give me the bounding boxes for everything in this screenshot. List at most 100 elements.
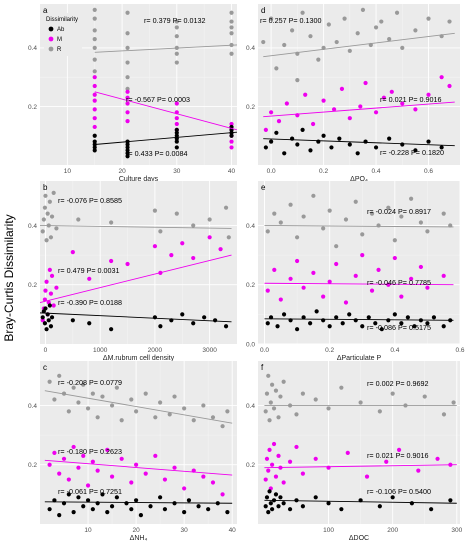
data-point-Ab [321, 133, 326, 138]
data-point-R [92, 28, 97, 33]
data-point-Ab [265, 321, 270, 326]
data-point-Ab [329, 145, 334, 150]
data-point-R [125, 86, 130, 91]
data-point-Ab [81, 504, 86, 509]
data-point-Ab [431, 315, 437, 320]
data-point-R [342, 16, 347, 21]
data-point-R [343, 217, 349, 222]
data-point-M [435, 456, 440, 461]
legend-swatch-Ab [48, 26, 54, 32]
data-point-Ab [174, 130, 179, 135]
data-point-R [174, 25, 179, 30]
stat-label-R: r= 0.257 P= 0.1300 [260, 16, 322, 25]
x-tick-label: 30 [181, 527, 189, 534]
x-tick-label: 100 [323, 527, 334, 534]
x-axis-title: ΔM.rubrum cell density [103, 355, 175, 362]
data-point-M [218, 247, 223, 252]
data-point-Ab [373, 145, 379, 150]
data-point-M [300, 471, 305, 476]
data-point-R [125, 45, 130, 51]
data-point-Ab [223, 324, 229, 329]
data-point-M [129, 480, 134, 485]
x-tick-label: 3000 [202, 347, 217, 354]
data-point-R [49, 214, 55, 219]
data-point-Ab [92, 148, 97, 153]
data-point-Ab [125, 154, 130, 159]
data-point-R [210, 415, 216, 420]
data-point-R [334, 244, 339, 249]
data-point-R [276, 415, 281, 420]
data-point-Ab [313, 495, 318, 500]
data-point-M [392, 255, 397, 261]
data-point-R [109, 220, 114, 225]
data-point-R [358, 400, 363, 405]
data-point-R [267, 418, 272, 423]
data-point-Ab [308, 148, 313, 153]
data-point-Ab [439, 145, 444, 150]
data-point-R [269, 16, 274, 21]
data-point-M [353, 273, 358, 278]
data-point-M [281, 480, 286, 485]
data-point-Ab [314, 309, 319, 314]
data-point-M [386, 282, 391, 287]
data-point-Ab [400, 142, 405, 147]
data-point-Ab [125, 148, 130, 153]
data-point-Ab [405, 315, 410, 320]
data-point-R [174, 211, 179, 216]
data-point-Ab [363, 139, 368, 144]
series-R [47, 373, 230, 429]
data-point-R [266, 373, 271, 378]
data-point-Ab [162, 507, 168, 512]
data-point-M [229, 145, 234, 150]
legend-swatch-R [48, 46, 54, 52]
data-point-R [295, 78, 300, 83]
panel-background [40, 181, 237, 344]
y-tick-label: 0.2 [28, 462, 37, 469]
data-point-Ab [379, 327, 384, 332]
data-point-R [422, 394, 427, 399]
stat-label-R: r= 0.379 P= 0.0132 [144, 16, 206, 25]
data-point-Ab [42, 321, 48, 326]
data-point-Ab [266, 510, 271, 515]
regression-line-R [44, 390, 233, 424]
data-point-M [92, 98, 97, 103]
data-point-R [353, 199, 358, 204]
data-point-M [125, 89, 130, 94]
x-tick-label: 10 [84, 527, 92, 534]
data-point-Ab [57, 513, 62, 518]
data-point-M [153, 453, 158, 458]
stat-label-M: r= -0.180 P= 0.2623 [58, 447, 122, 456]
data-point-M [284, 101, 289, 106]
y-tick-label: 0.4 [28, 403, 37, 410]
data-point-R [100, 394, 105, 399]
data-point-R [347, 48, 352, 53]
data-point-Ab [334, 315, 339, 320]
data-point-R [441, 211, 446, 216]
data-point-R [45, 211, 50, 216]
x-tick-label: 0.6 [455, 347, 464, 354]
stat-label-Ab: r= -0.106 P= 0.5400 [367, 487, 431, 496]
data-point-M [418, 264, 424, 270]
data-point-R [125, 75, 130, 80]
x-axis-title: Culture days [119, 176, 159, 183]
data-point-R [313, 397, 318, 402]
data-point-M [288, 276, 293, 281]
data-point-M [287, 459, 293, 464]
data-point-M [174, 101, 179, 106]
data-point-R [373, 25, 379, 30]
y-tick-label: 0.4 [28, 223, 37, 230]
x-tick-label: 0.2 [325, 347, 334, 354]
data-point-R [119, 418, 124, 423]
data-point-Ab [92, 139, 97, 144]
data-point-Ab [263, 504, 268, 509]
data-point-M [439, 75, 444, 80]
data-point-R [52, 397, 57, 402]
data-point-M [358, 104, 363, 109]
data-point-R [109, 403, 115, 408]
data-point-R [229, 25, 234, 30]
regression-line-Ab [264, 318, 454, 321]
data-point-R [229, 19, 234, 24]
stat-label-Ab: r= -0.228 P= 0.1820 [380, 148, 444, 157]
data-point-R [174, 60, 179, 65]
